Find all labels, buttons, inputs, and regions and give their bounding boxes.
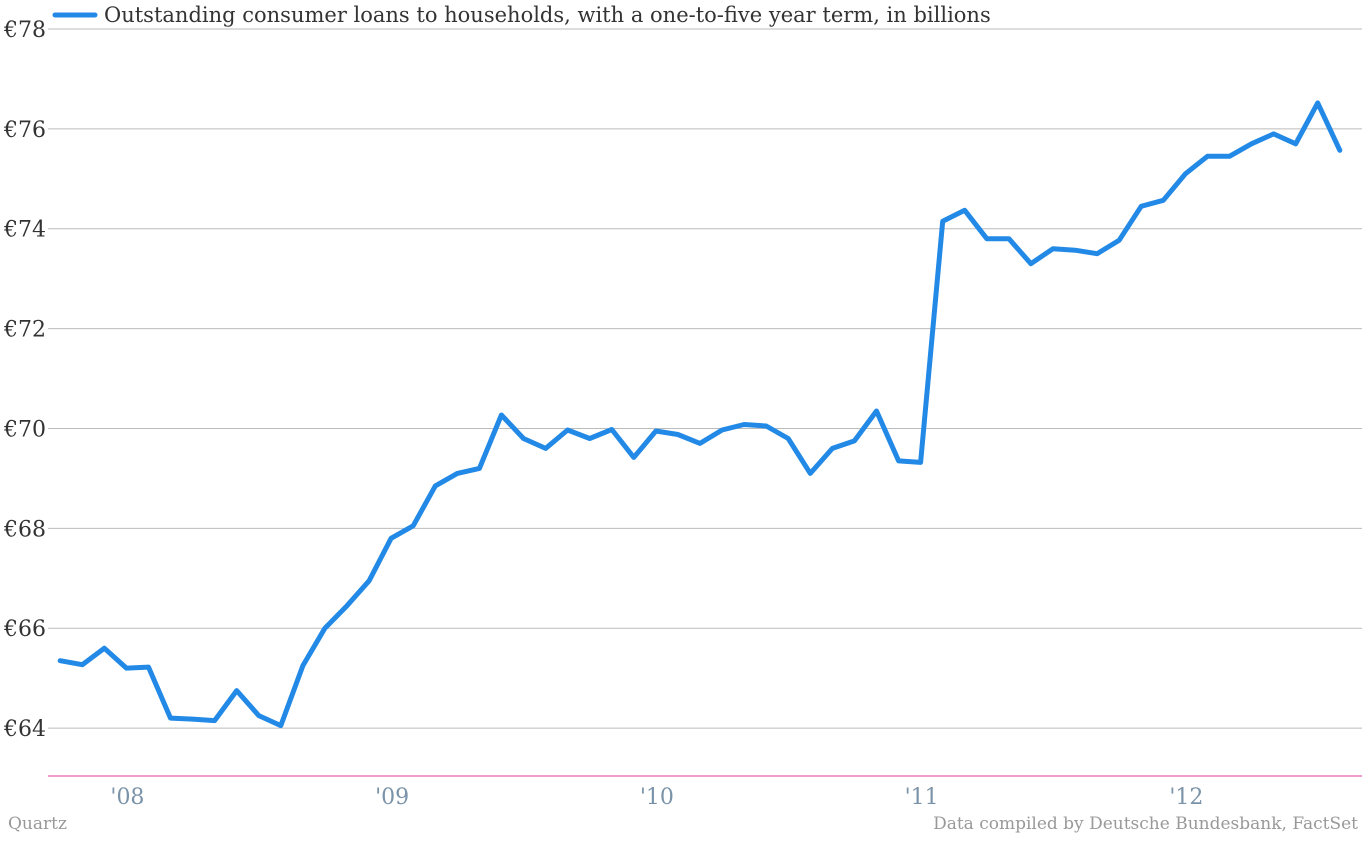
data-point (765, 425, 767, 427)
data-point (1030, 263, 1032, 265)
data-point (59, 660, 61, 662)
gridlines (48, 28, 1362, 729)
data-point (545, 447, 547, 449)
y-axis-ticks: €64 €66 €68 €70 €72 €74 €76 €78 (3, 18, 46, 742)
data-point (456, 472, 458, 474)
data-point (1317, 102, 1319, 104)
data-point (942, 220, 944, 222)
data-point (1295, 143, 1297, 145)
data-point (809, 472, 811, 474)
data-point (655, 430, 657, 432)
data-point (1074, 249, 1076, 251)
y-tick-label: €76 (3, 118, 46, 143)
y-tick-label: €66 (3, 617, 46, 642)
data-point (1339, 149, 1341, 151)
legend-background (50, 2, 995, 28)
data-point (1162, 199, 1164, 201)
data-point (1052, 248, 1054, 250)
y-tick-label: €68 (3, 517, 46, 542)
data-point (368, 580, 370, 582)
legend-label: Outstanding consumer loans to households… (104, 3, 991, 27)
data-point (390, 537, 392, 539)
data-point (898, 460, 900, 462)
data-point (103, 647, 105, 649)
data-point (214, 720, 216, 722)
data-point (1228, 155, 1230, 157)
data-point (853, 440, 855, 442)
data-point (258, 715, 260, 717)
data-point (787, 437, 789, 439)
data-point (567, 429, 569, 431)
data-point (478, 467, 480, 469)
x-tick-label: '11 (905, 785, 939, 810)
data-point (500, 414, 502, 416)
data-point (986, 238, 988, 240)
data-point (677, 433, 679, 435)
data-point (1251, 143, 1253, 145)
x-tick-label: '12 (1169, 785, 1203, 810)
x-tick-label: '09 (375, 785, 409, 810)
data-point (523, 437, 525, 439)
data-point (589, 437, 591, 439)
series-line (57, 100, 1343, 729)
series-group (57, 100, 1343, 729)
data-point (920, 461, 922, 463)
x-tick-label: '08 (110, 785, 144, 810)
data-point (831, 447, 833, 449)
data-point (611, 428, 613, 430)
credit-label: Quartz (8, 814, 67, 834)
data-point (1140, 205, 1142, 207)
data-point (633, 456, 635, 458)
data-point (280, 725, 282, 727)
data-point (1008, 238, 1010, 240)
data-point (125, 667, 127, 669)
data-point (1118, 239, 1120, 241)
data-point (170, 717, 172, 719)
data-point (1184, 173, 1186, 175)
y-tick-label: €70 (3, 417, 46, 442)
y-tick-label: €74 (3, 218, 46, 243)
y-tick-label: €64 (3, 717, 46, 742)
data-point (721, 429, 723, 431)
x-axis-ticks: '08 '09 '10 '11 '12 (110, 785, 1203, 810)
legend: Outstanding consumer loans to households… (50, 2, 995, 28)
data-point (743, 423, 745, 425)
data-point (346, 605, 348, 607)
source-note: Data compiled by Deutsche Bundesbank, Fa… (933, 814, 1358, 834)
data-point (324, 627, 326, 629)
x-tick-label: '10 (640, 785, 674, 810)
data-point (236, 690, 238, 692)
data-point (699, 442, 701, 444)
data-point (147, 666, 149, 668)
data-point (1206, 155, 1208, 157)
data-point (1096, 253, 1098, 255)
y-tick-label: €72 (3, 318, 46, 343)
data-point (81, 664, 83, 666)
y-tick-label: €78 (3, 18, 46, 43)
data-point (302, 665, 304, 667)
data-point (434, 485, 436, 487)
data-point (964, 209, 966, 211)
data-point (192, 718, 194, 720)
data-point (1273, 133, 1275, 135)
data-point (875, 410, 877, 412)
data-point (412, 525, 414, 527)
